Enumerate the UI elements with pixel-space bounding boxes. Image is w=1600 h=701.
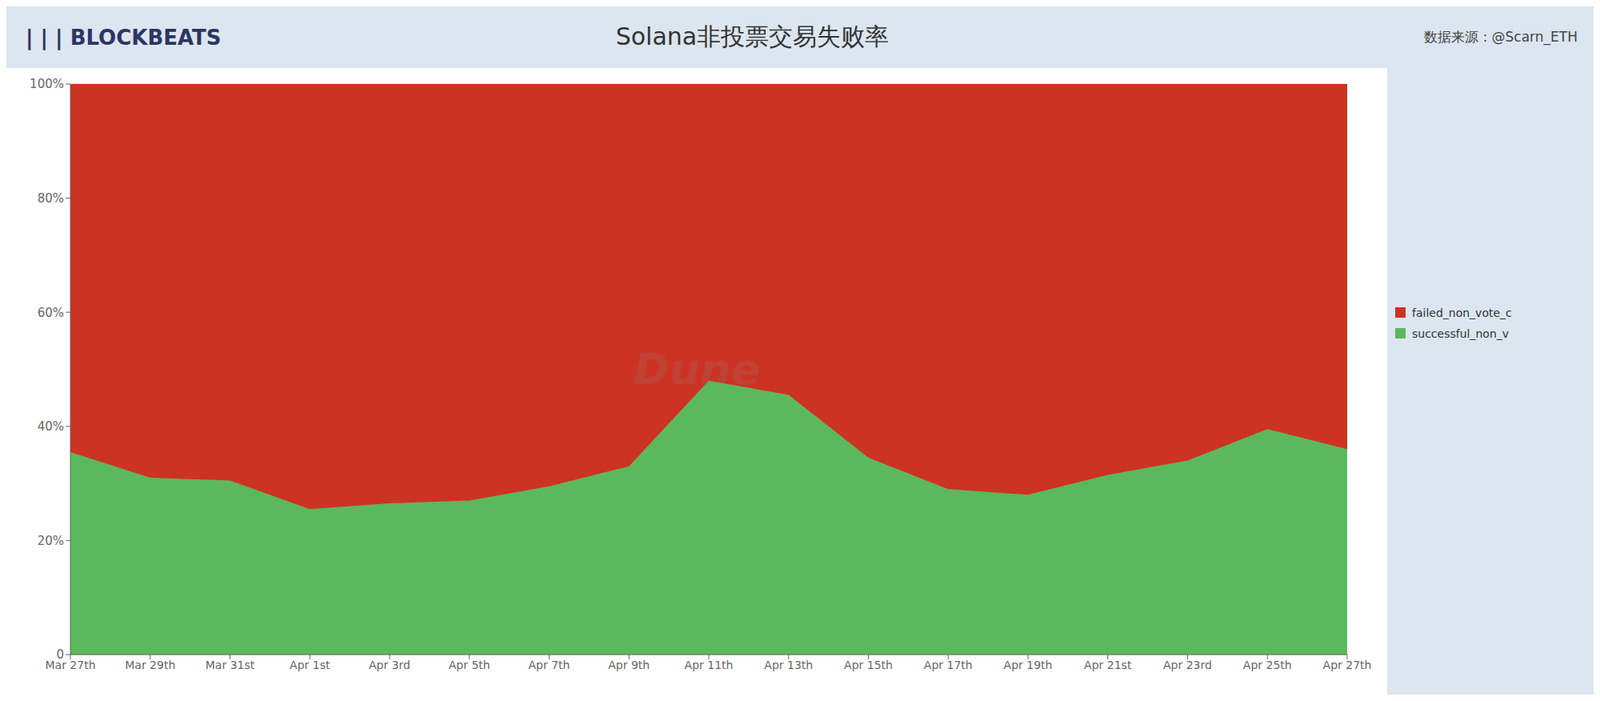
svg-text:40%: 40% [37, 419, 64, 434]
svg-text:100%: 100% [29, 76, 64, 92]
svg-text:Apr 21st: Apr 21st [1084, 658, 1132, 672]
svg-text:Apr 19th: Apr 19th [1004, 658, 1053, 672]
svg-text:Apr 11th: Apr 11th [684, 658, 734, 672]
svg-text:Apr 23rd: Apr 23rd [1163, 658, 1212, 672]
svg-text:80%: 80% [37, 191, 64, 206]
svg-text:Mar 31st: Mar 31st [205, 658, 256, 672]
svg-text:20%: 20% [37, 533, 64, 548]
html-text:Dune: Dune [633, 343, 761, 394]
svg-text:Apr 27th: Apr 27th [1323, 658, 1372, 672]
svg-text:Apr 7th: Apr 7th [528, 658, 571, 672]
svg-text:Apr 5th: Apr 5th [448, 658, 491, 672]
svg-text:Apr 9th: Apr 9th [608, 658, 650, 672]
html-text:数据来源：@Scarn_ETH: 数据来源：@Scarn_ETH [1423, 28, 1578, 45]
svg-text:Apr 15th: Apr 15th [844, 658, 893, 672]
svg-text:Apr 25th: Apr 25th [1243, 658, 1292, 672]
svg-text:0: 0 [56, 647, 64, 662]
svg-text:60%: 60% [37, 305, 64, 320]
html-text:successful_non_v: successful_non_v [1412, 326, 1509, 340]
svg-text:Apr 17th: Apr 17th [924, 658, 973, 672]
svg-text:Mar 29th: Mar 29th [124, 658, 176, 672]
svg-text:Mar 27th: Mar 27th [44, 658, 96, 672]
svg-text:Apr 13th: Apr 13th [764, 658, 813, 672]
html-text:| | | BLOCKBEATS: | | | BLOCKBEATS [25, 25, 222, 50]
html-text:failed_non_vote_c: failed_non_vote_c [1412, 306, 1512, 319]
html-text:Solana非投票交易失败率: Solana非投票交易失败率 [615, 22, 889, 51]
svg-text:Apr 1st: Apr 1st [289, 658, 331, 672]
svg-text:Apr 3rd: Apr 3rd [368, 658, 411, 672]
